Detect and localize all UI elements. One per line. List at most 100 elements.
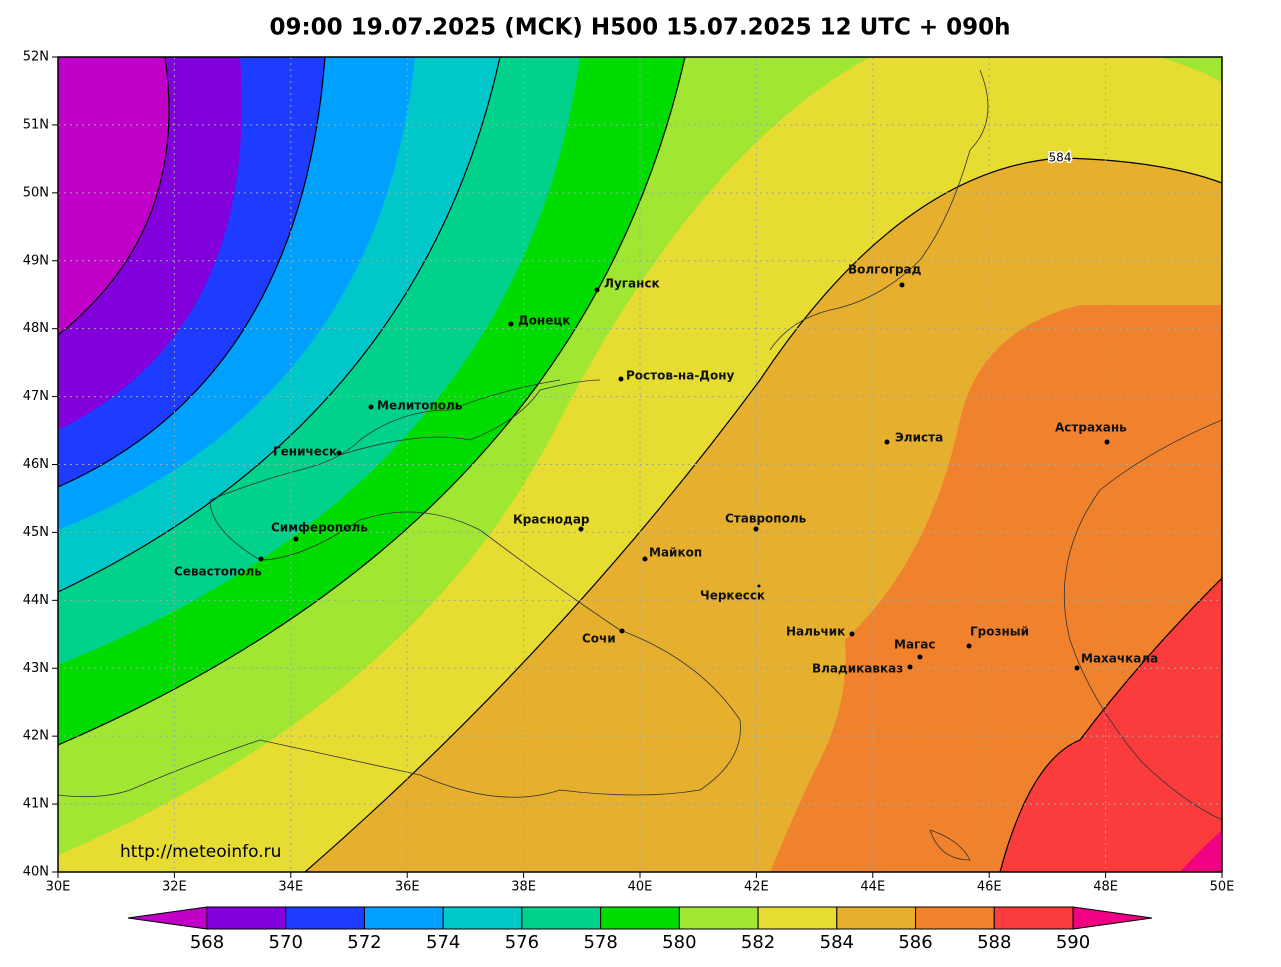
city-dot <box>907 664 913 670</box>
lat-label: 48N <box>23 321 49 336</box>
lon-label: 36E <box>395 880 420 895</box>
city-dot <box>619 628 625 634</box>
lon-label: 46E <box>977 880 1002 895</box>
colorbar-arrow <box>1072 906 1153 930</box>
city-dot <box>618 376 624 382</box>
lat-label: 52N <box>23 50 49 65</box>
city: Магас <box>894 638 936 652</box>
grid <box>58 57 1222 872</box>
colorbar-label: 580 <box>662 932 696 953</box>
city: Луганск <box>604 277 660 291</box>
city: Нальчик <box>786 625 845 639</box>
lat-label: 47N <box>23 389 49 404</box>
lat-label: 49N <box>23 253 49 268</box>
url: http://meteoinfo.ru <box>120 842 281 862</box>
colorbar-label: 584 <box>820 932 854 953</box>
lat-label: 44N <box>23 593 49 608</box>
city-dot <box>917 654 923 660</box>
city-dot <box>293 536 299 542</box>
city: Майкоп <box>649 546 702 560</box>
lon-label: 34E <box>278 880 303 895</box>
lon-label: 38E <box>511 880 536 895</box>
lon-label: 40E <box>628 880 653 895</box>
lat-label: 45N <box>23 525 49 540</box>
lat-label: 40N <box>23 865 49 880</box>
field-band <box>1160 57 1222 82</box>
city-dot <box>757 584 761 588</box>
colorbar-box <box>915 906 995 930</box>
lon-label: 48E <box>1093 880 1118 895</box>
city: Мелитополь <box>377 399 463 413</box>
lat-label: 43N <box>23 661 49 676</box>
colorbar-box <box>993 906 1074 930</box>
city: Ставрополь <box>725 512 807 526</box>
colorbar: 568 570 572 574 576 578 580 582 584 586 588 590 <box>127 906 1153 953</box>
city-dot <box>258 556 264 562</box>
city: Волгоград <box>848 263 922 277</box>
city-dot <box>966 643 972 649</box>
colorbar-box <box>757 906 838 930</box>
lat-label: 50N <box>23 185 49 200</box>
colorbar-label: 590 <box>1056 932 1090 953</box>
colorbar-label: 570 <box>269 932 303 953</box>
city: Черкесск <box>700 589 765 603</box>
lat-label: 42N <box>23 729 49 744</box>
lat-label: 46N <box>23 457 49 472</box>
field-band <box>1000 578 1222 872</box>
lon-label: 32E <box>162 880 187 895</box>
city-dot <box>849 631 855 637</box>
city-dot <box>594 287 600 293</box>
field-band <box>1180 830 1222 872</box>
city-dot <box>884 439 890 445</box>
colorbar-box <box>206 906 287 930</box>
city-dot <box>1074 665 1080 671</box>
colorbar-box <box>521 906 602 930</box>
city: Краснодар <box>513 513 590 527</box>
city: Севастополь <box>174 565 262 579</box>
city: Симферополь <box>271 521 368 535</box>
city: Донецк <box>518 314 570 328</box>
lon-label: 50E <box>1210 880 1235 895</box>
colorbar-label: 588 <box>977 932 1011 953</box>
lon-label: 30E <box>46 880 71 895</box>
colorbar-box <box>442 906 523 930</box>
colorbar-label: 568 <box>190 932 224 953</box>
colorbar-label: 586 <box>898 932 932 953</box>
colorbar-box <box>836 906 917 930</box>
city-dot <box>578 526 584 532</box>
city: Махачкала <box>1081 652 1158 666</box>
lon-label: 44E <box>860 880 885 895</box>
city-dot <box>336 450 342 456</box>
lat-label: 51N <box>23 117 49 132</box>
contour-label: 584 <box>1049 151 1072 165</box>
colorbar-label: 582 <box>741 932 775 953</box>
city: Грозный <box>970 625 1029 639</box>
colorbar-box <box>600 906 680 930</box>
lon-label: 42E <box>744 880 769 895</box>
title: 09:00 19.07.2025 (MCK) H500 15.07.2025 1… <box>269 15 1010 41</box>
colorbar-label: 576 <box>505 932 539 953</box>
city-dot <box>368 404 374 410</box>
colorbar-label: 572 <box>347 932 381 953</box>
contours <box>58 57 1222 872</box>
coastline <box>58 69 1222 861</box>
city-dot <box>1104 439 1110 445</box>
colorbar-label: 574 <box>426 932 460 953</box>
city: Геническ <box>273 445 337 459</box>
city: Астрахань <box>1055 421 1127 435</box>
colorbar-label: 578 <box>583 932 617 953</box>
cities: Волгоград Луганск Донецк Ростов-на-Дону … <box>174 263 1158 676</box>
city-dot <box>508 321 514 327</box>
city: Владикавказ <box>812 662 903 676</box>
colorbar-arrow <box>127 906 208 930</box>
city-dot <box>899 282 905 288</box>
city-dot <box>753 526 759 532</box>
colorbar-box <box>363 906 444 930</box>
city: Сочи <box>582 632 616 646</box>
city-dot <box>642 556 648 562</box>
colorbar-box <box>678 906 759 930</box>
lat-label: 41N <box>23 797 49 812</box>
colorbar-box <box>285 906 365 930</box>
